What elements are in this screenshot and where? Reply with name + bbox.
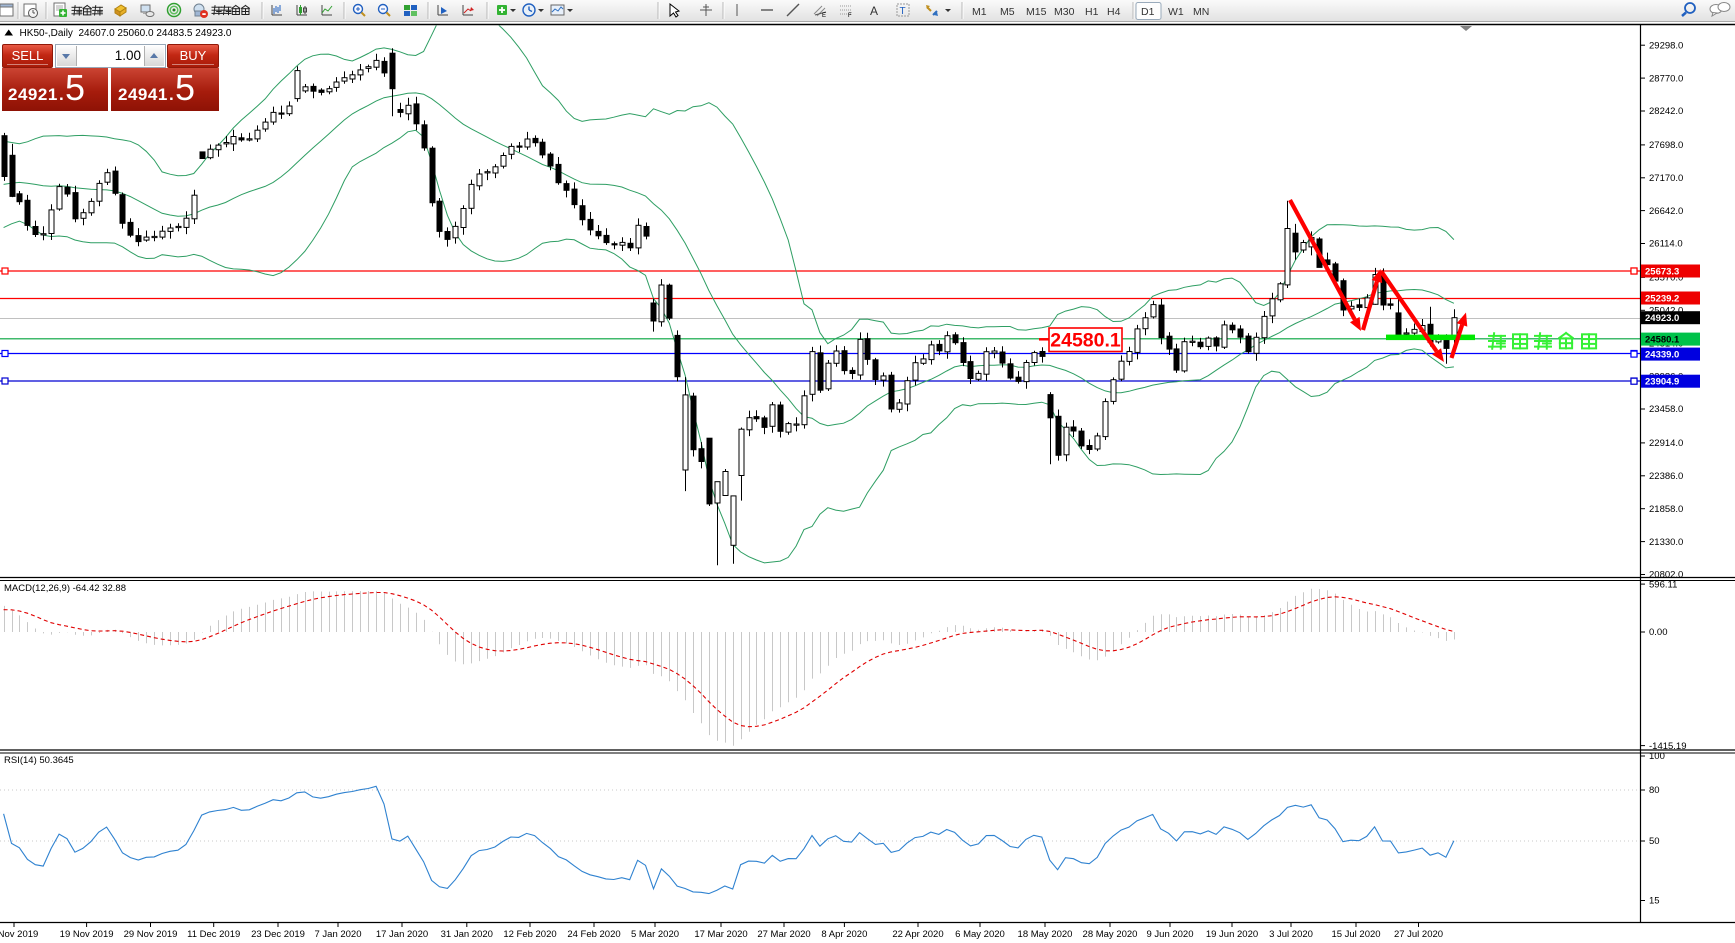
svg-text:27 Mar 2020: 27 Mar 2020 <box>757 929 810 940</box>
svg-text:50: 50 <box>1649 836 1660 847</box>
svg-text:6 May 2020: 6 May 2020 <box>955 929 1005 940</box>
svg-text:7 Nov 2019: 7 Nov 2019 <box>0 929 38 940</box>
svg-text:15: 15 <box>1649 896 1660 907</box>
svg-text:23 Dec 2019: 23 Dec 2019 <box>251 929 305 940</box>
svg-text:24580.1: 24580.1 <box>1050 330 1121 352</box>
svg-text:25570.0: 25570.0 <box>1649 273 1683 284</box>
svg-text:M5: M5 <box>1000 6 1015 18</box>
svg-text:18 May 2020: 18 May 2020 <box>1018 929 1073 940</box>
svg-text:28 May 2020: 28 May 2020 <box>1083 929 1138 940</box>
svg-text:7 Jan 2020: 7 Jan 2020 <box>314 929 361 940</box>
svg-text:11 Dec 2019: 11 Dec 2019 <box>187 929 240 940</box>
svg-text:19 Jun 2020: 19 Jun 2020 <box>1206 929 1258 940</box>
svg-text:80: 80 <box>1649 785 1660 796</box>
svg-text:28770.0: 28770.0 <box>1649 73 1683 84</box>
svg-text:MACD(12,26,9) -64.42 32.88: MACD(12,26,9) -64.42 32.88 <box>4 583 126 594</box>
svg-text:26114.0: 26114.0 <box>1649 239 1683 250</box>
svg-text:MN: MN <box>1193 6 1209 18</box>
svg-text:23458.0: 23458.0 <box>1649 404 1683 415</box>
svg-text:25042.0: 25042.0 <box>1649 306 1683 317</box>
svg-text:F: F <box>848 13 852 19</box>
svg-text:-1415.19: -1415.19 <box>1649 741 1687 752</box>
svg-text:22386.0: 22386.0 <box>1649 471 1683 482</box>
svg-text:29 Nov 2019: 29 Nov 2019 <box>124 929 178 940</box>
svg-text:21858.0: 21858.0 <box>1649 504 1683 515</box>
svg-text:5 Mar 2020: 5 Mar 2020 <box>631 929 679 940</box>
svg-text:24339.0: 24339.0 <box>1645 350 1679 361</box>
svg-text:H4: H4 <box>1107 6 1121 18</box>
svg-text:M15: M15 <box>1026 6 1047 18</box>
svg-text:E: E <box>822 13 826 19</box>
svg-text:596.11: 596.11 <box>1649 579 1677 590</box>
svg-text:20802.0: 20802.0 <box>1649 570 1683 581</box>
svg-text:100: 100 <box>1649 751 1665 762</box>
svg-text:W1: W1 <box>1168 6 1184 18</box>
svg-text:28242.0: 28242.0 <box>1649 106 1683 117</box>
svg-text:24 Feb 2020: 24 Feb 2020 <box>567 929 620 940</box>
svg-text:17 Jan 2020: 17 Jan 2020 <box>376 929 428 940</box>
svg-text:19 Nov 2019: 19 Nov 2019 <box>60 929 114 940</box>
svg-text:24580.1: 24580.1 <box>1645 335 1680 346</box>
svg-text:22914.0: 22914.0 <box>1649 438 1683 449</box>
svg-text:A: A <box>870 4 878 18</box>
svg-text:T: T <box>900 6 906 17</box>
svg-text:29298.0: 29298.0 <box>1649 40 1683 51</box>
svg-text:15 Jul 2020: 15 Jul 2020 <box>1331 929 1380 940</box>
svg-text:RSI(14) 50.3645: RSI(14) 50.3645 <box>4 755 74 766</box>
svg-text:23904.9: 23904.9 <box>1645 377 1679 388</box>
svg-text:27170.0: 27170.0 <box>1649 173 1683 184</box>
svg-text:H1: H1 <box>1085 6 1099 18</box>
svg-text:3 Jul 2020: 3 Jul 2020 <box>1269 929 1313 940</box>
svg-text:25239.2: 25239.2 <box>1645 294 1679 305</box>
svg-text:12 Feb 2020: 12 Feb 2020 <box>503 929 556 940</box>
svg-text:D1: D1 <box>1141 6 1155 18</box>
svg-text:27698.0: 27698.0 <box>1649 140 1683 151</box>
svg-text:8 Apr 2020: 8 Apr 2020 <box>821 929 867 940</box>
svg-text:21330.0: 21330.0 <box>1649 537 1683 548</box>
svg-text:17 Mar 2020: 17 Mar 2020 <box>694 929 747 940</box>
svg-text:27 Jul 2020: 27 Jul 2020 <box>1394 929 1443 940</box>
svg-text:22 Apr 2020: 22 Apr 2020 <box>892 929 943 940</box>
svg-text:31 Jan 2020: 31 Jan 2020 <box>441 929 493 940</box>
svg-text:0.00: 0.00 <box>1649 627 1668 638</box>
svg-text:9 Jun 2020: 9 Jun 2020 <box>1146 929 1193 940</box>
svg-text:26642.0: 26642.0 <box>1649 206 1683 217</box>
svg-text:24923.0: 24923.0 <box>1645 313 1679 324</box>
svg-text:25673.3: 25673.3 <box>1645 267 1679 278</box>
svg-text:M30: M30 <box>1054 6 1075 18</box>
svg-text:M1: M1 <box>972 6 987 18</box>
